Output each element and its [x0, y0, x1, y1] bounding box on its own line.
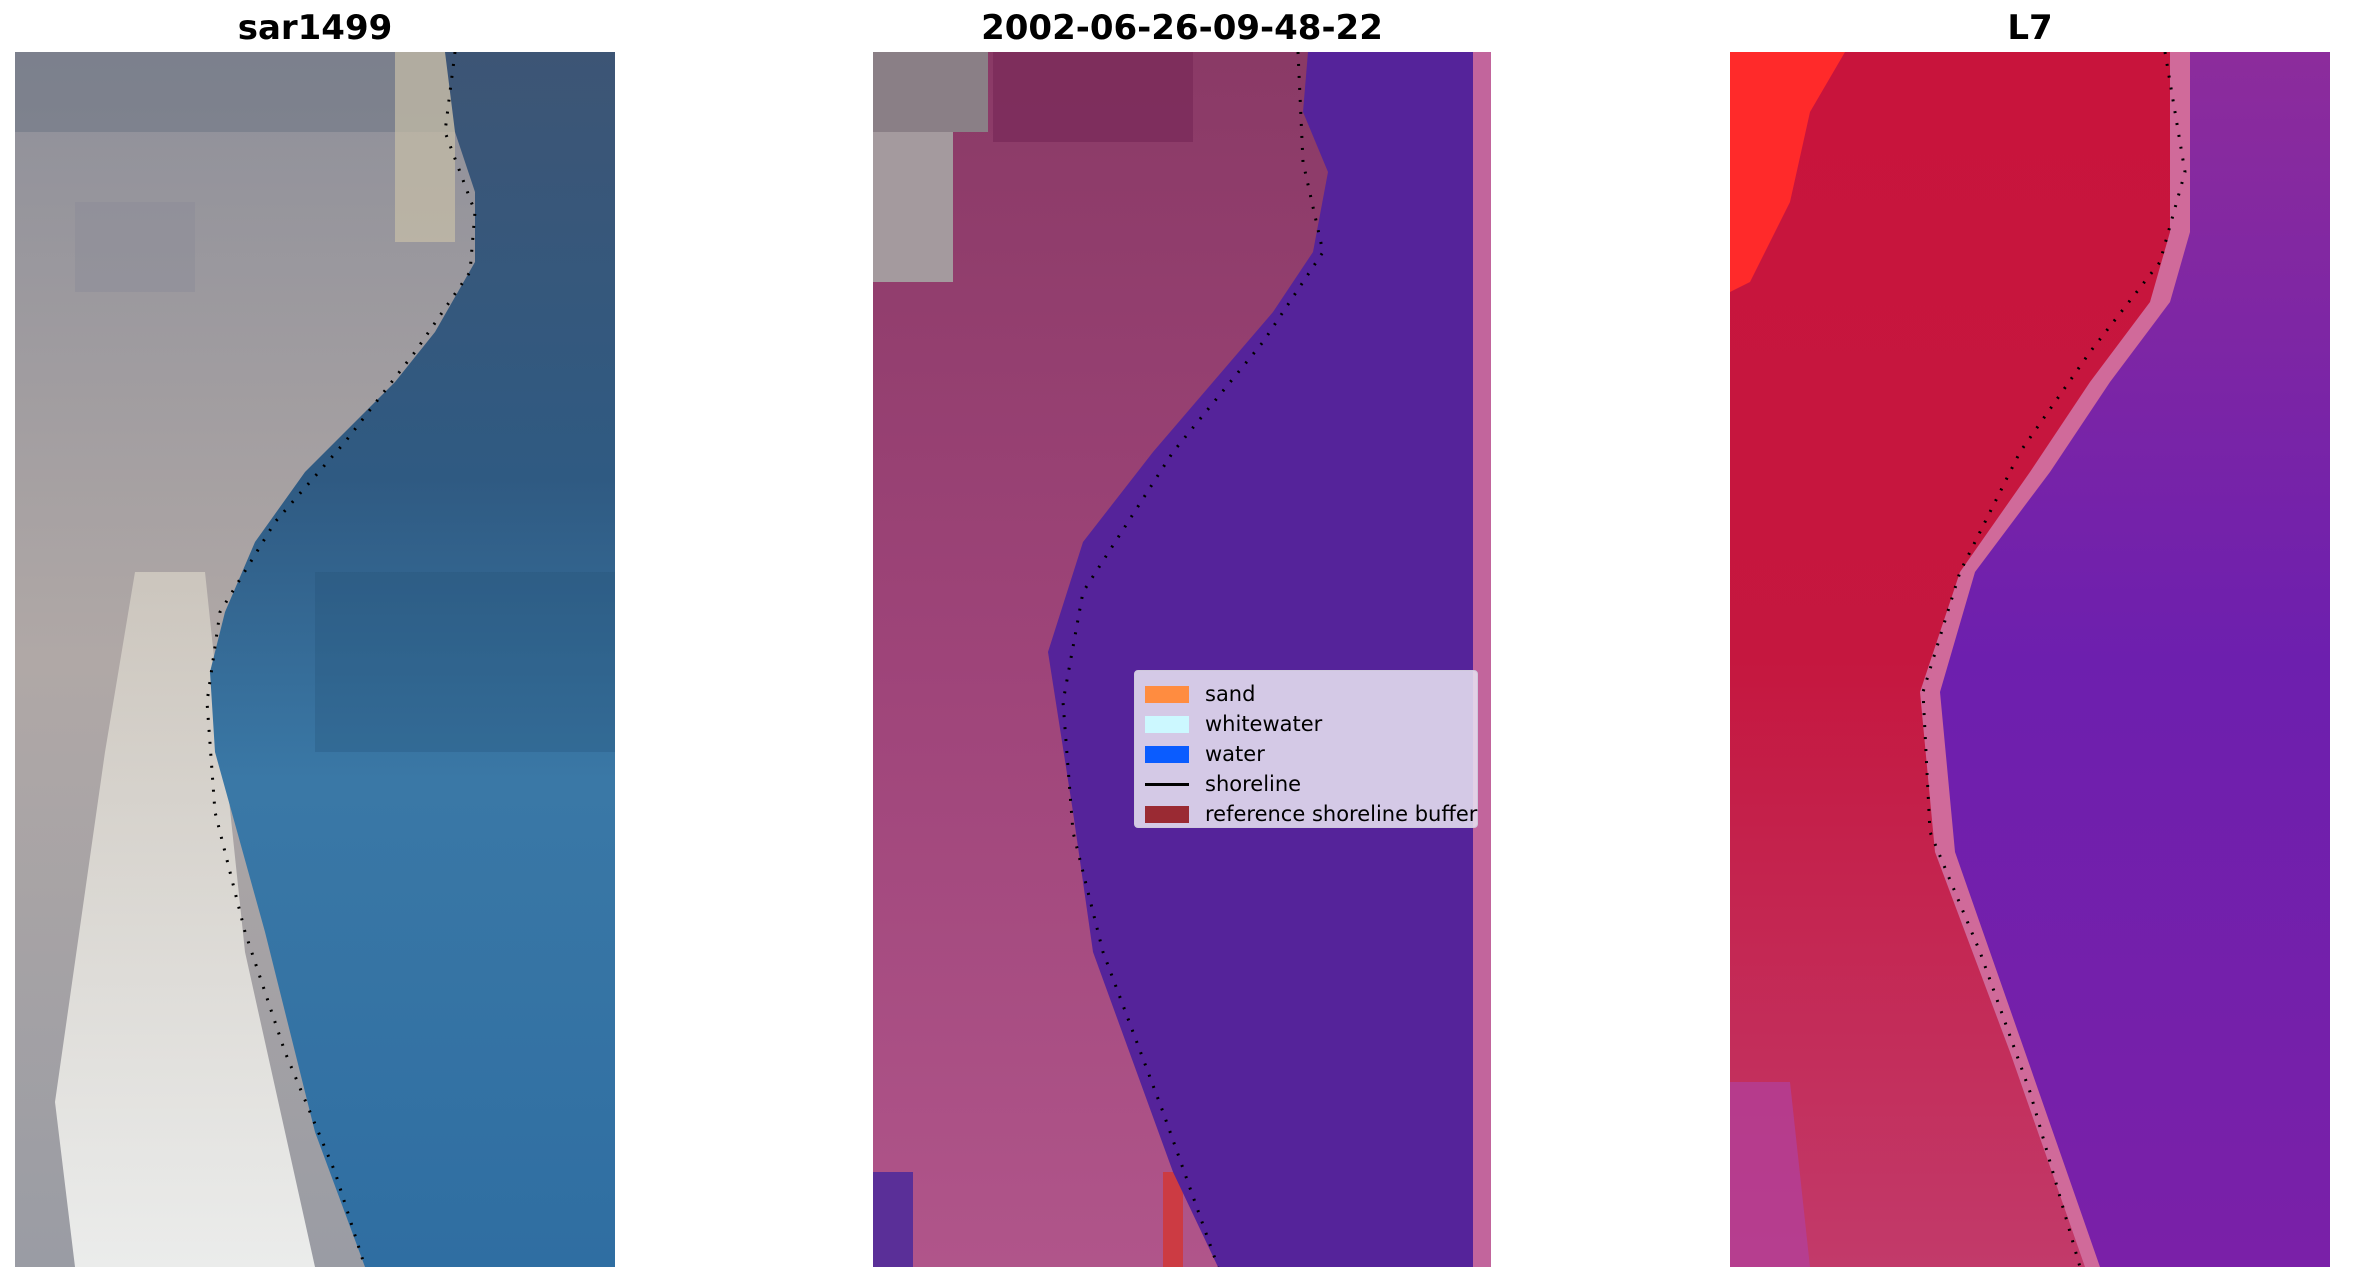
- whitewater-swatch-icon: [1145, 715, 1189, 733]
- legend-item-whitewater: whitewater: [1145, 709, 1467, 739]
- legend-label: shoreline: [1205, 772, 1302, 796]
- panel-title-satellite: L7: [2007, 8, 2053, 48]
- panel-title-rgb: sar1499: [237, 8, 393, 48]
- water-area: [1940, 52, 2330, 1267]
- rgb-image: [15, 52, 615, 1267]
- panel-title-classification: 2002-06-26-09-48-22: [981, 8, 1383, 48]
- legend-item-sand: sand: [1145, 679, 1467, 709]
- water-area: [210, 52, 615, 1267]
- water-area: [1048, 52, 1473, 1267]
- classification-legend: sand whitewater water shoreline referenc…: [1134, 670, 1478, 828]
- reference-buffer-swatch-icon: [1145, 805, 1189, 823]
- classification-image: [873, 52, 1491, 1267]
- legend-label: sand: [1205, 682, 1256, 706]
- legend-label: whitewater: [1205, 712, 1323, 736]
- sand-swatch-icon: [1145, 685, 1189, 703]
- legend-item-water: water: [1145, 739, 1467, 769]
- legend-label: water: [1205, 742, 1265, 766]
- satellite-image: [1730, 52, 2330, 1267]
- shoreline-line-icon: [1145, 782, 1189, 786]
- classification-image-panel: [873, 52, 1491, 1267]
- legend-item-shoreline: shoreline: [1145, 769, 1467, 799]
- water-swatch-icon: [1145, 745, 1189, 763]
- legend-label: reference shoreline buffer: [1205, 802, 1478, 826]
- legend-item-reference-buffer: reference shoreline buffer: [1145, 799, 1477, 829]
- rgb-image-panel: [15, 52, 615, 1267]
- satellite-image-panel: [1730, 52, 2330, 1267]
